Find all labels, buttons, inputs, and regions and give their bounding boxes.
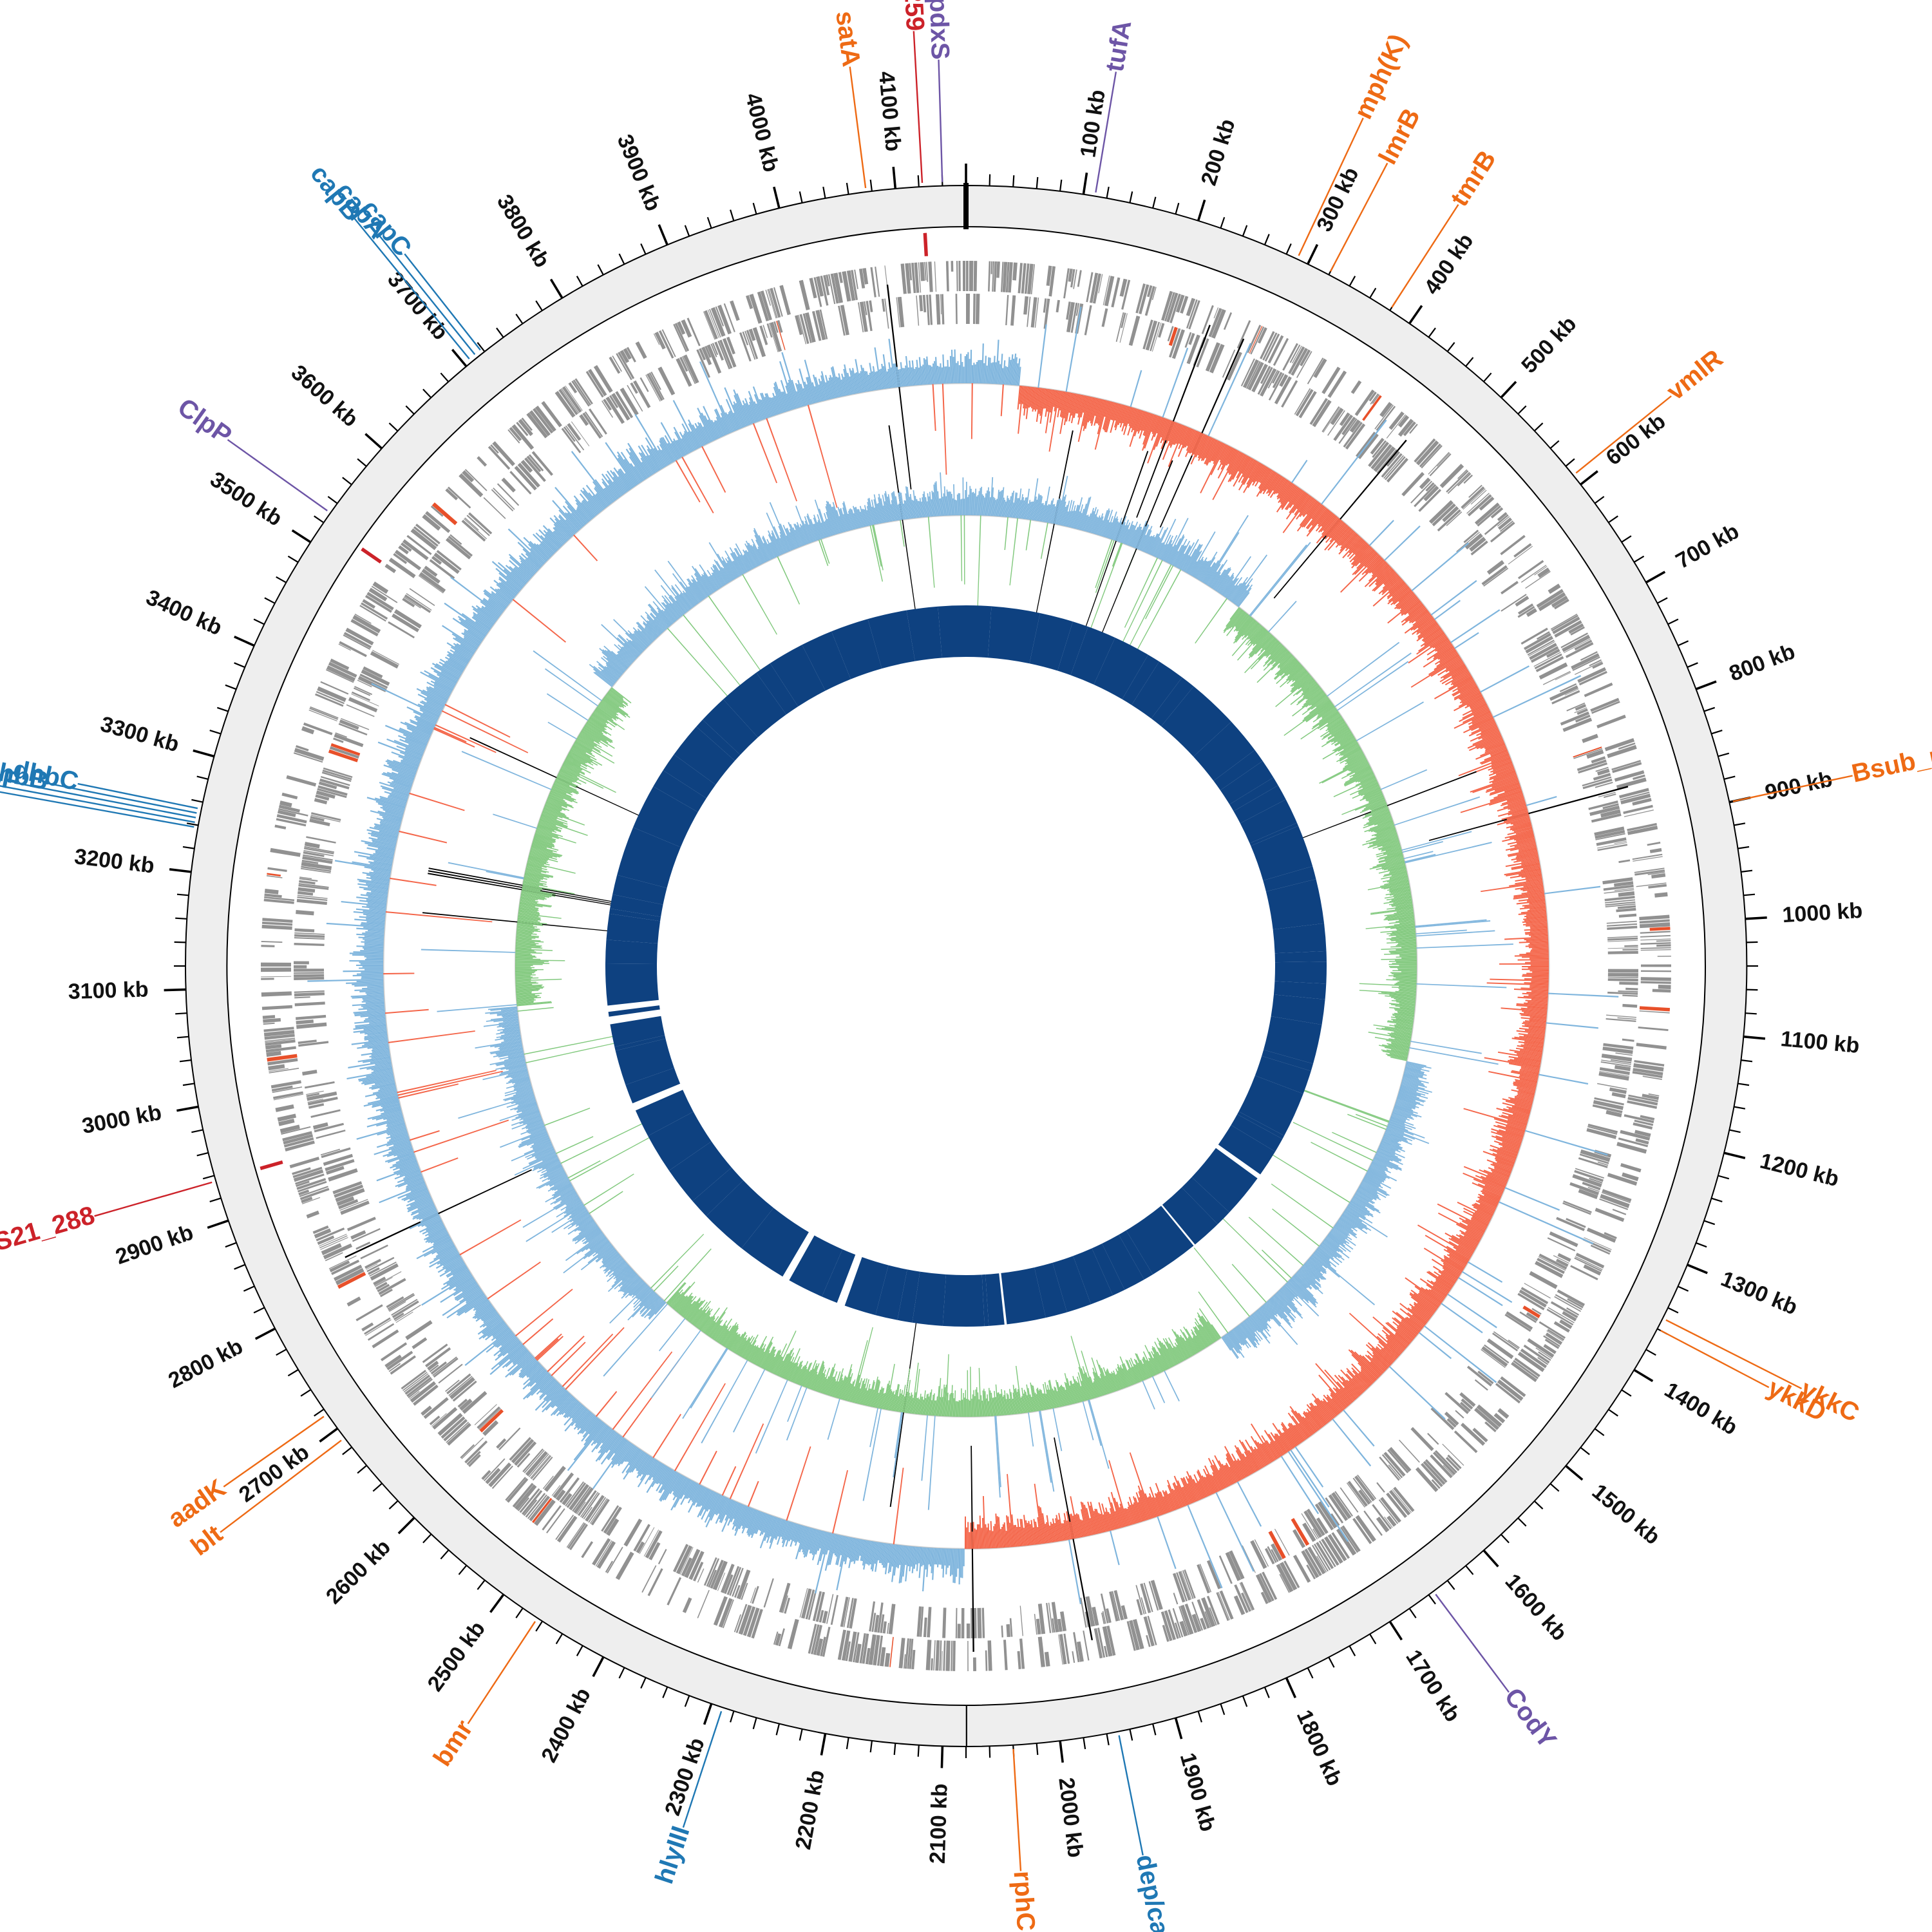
axis-tick-label: 1400 kb bbox=[1660, 1378, 1741, 1440]
axis-tick-label: 3900 kb bbox=[612, 131, 666, 214]
gene-leader-line bbox=[467, 1621, 536, 1725]
axis-tick-label: 3400 kb bbox=[142, 585, 225, 640]
axis-tick-label: 1800 kb bbox=[1292, 1706, 1347, 1789]
axis-tick-label: 3600 kb bbox=[287, 360, 363, 431]
gene-leader-line bbox=[47, 782, 197, 814]
gene-label[interactable]: ClpP bbox=[173, 393, 237, 450]
axis-tick-label: 2800 kb bbox=[164, 1334, 247, 1394]
gene-label[interactable]: vmlR bbox=[1662, 344, 1728, 406]
axis-tick-label: 3500 kb bbox=[206, 467, 287, 531]
gene-leader-line bbox=[404, 253, 481, 351]
axis-tick-label: 400 kb bbox=[1419, 229, 1478, 299]
gene-label[interactable]: blt bbox=[185, 1520, 228, 1562]
cds-feature-track bbox=[260, 232, 1672, 1671]
gene-leader-line bbox=[354, 218, 470, 360]
axis-ticks bbox=[164, 164, 1767, 1768]
gene-label[interactable]: lmrB bbox=[1374, 104, 1426, 169]
axis-tick-label: 1000 kb bbox=[1781, 898, 1863, 927]
axis-tick-label: 1700 kb bbox=[1401, 1645, 1465, 1726]
gene-label[interactable]: rphC bbox=[1008, 1870, 1040, 1932]
gene-leader-line bbox=[77, 782, 198, 810]
gene-label[interactable]: bmr bbox=[428, 1715, 478, 1771]
axis-tick-label: 900 kb bbox=[1763, 767, 1834, 805]
gene-leader-line bbox=[1435, 1593, 1510, 1693]
axis-tick-label: 3700 kb bbox=[383, 267, 453, 345]
axis-tick-label: 3000 kb bbox=[80, 1100, 164, 1139]
gene-leader-line bbox=[17, 782, 196, 819]
gene-label[interactable]: IS21_288 bbox=[0, 1201, 98, 1259]
gene-leader-line bbox=[94, 1181, 213, 1217]
axis-tick-labels: 100 kb 200 kb 300 kb 400 kb 500 kb 600 kb700 … bbox=[68, 70, 1863, 1864]
ruler-band bbox=[185, 184, 1748, 1748]
axis-tick-label: 2300 kb bbox=[660, 1735, 710, 1819]
gene-leader-line bbox=[1665, 1319, 1803, 1390]
gene-leader-line bbox=[220, 1439, 342, 1533]
gene-label[interactable]: tmrB bbox=[1445, 146, 1502, 211]
gene-label[interactable]: satA bbox=[830, 9, 866, 68]
gene-leader-line bbox=[913, 31, 923, 183]
axis-tick-label: 700 kb bbox=[1672, 519, 1743, 574]
axis-tick-label: 2500 kb bbox=[422, 1616, 490, 1696]
axis-tick-label: 600 kb bbox=[1602, 409, 1671, 470]
gene-leader-line bbox=[1391, 204, 1459, 308]
axis-tick-label: 300 kb bbox=[1312, 164, 1364, 236]
axis-tick-label: 2400 kb bbox=[536, 1684, 596, 1766]
axis-tick-label: 200 kb bbox=[1197, 116, 1240, 188]
axis-tick-label: 100 kb bbox=[1075, 88, 1110, 159]
gene-leader-line bbox=[1095, 71, 1117, 193]
gc-skew-track bbox=[307, 284, 1629, 1652]
gene-label[interactable]: aadK bbox=[163, 1474, 231, 1533]
gc-content-track bbox=[421, 425, 1513, 1510]
gene-label[interactable]: hlyIII bbox=[650, 1823, 695, 1887]
axis-tick-label: 2700 kb bbox=[234, 1440, 314, 1508]
gene-leader-line bbox=[849, 66, 867, 189]
gene-label[interactable]: CodY bbox=[1499, 1683, 1562, 1754]
axis-tick-label: 3200 kb bbox=[73, 844, 155, 878]
gene-label[interactable]: tufA bbox=[1101, 18, 1137, 73]
gene-leader-line bbox=[227, 439, 328, 511]
axis-tick-label: 2200 kb bbox=[791, 1768, 829, 1852]
gene-label[interactable]: Bsub_mprF bbox=[1849, 730, 1932, 788]
gene-leader-line bbox=[223, 1416, 325, 1488]
axis-tick-label: 4100 kb bbox=[874, 70, 905, 153]
axis-tick-label: 3100 kb bbox=[68, 977, 149, 1004]
axis-tick-label: 1900 kb bbox=[1175, 1750, 1220, 1834]
gene-leader-line bbox=[1329, 162, 1388, 272]
axis-tick-label: 3800 kb bbox=[492, 191, 554, 272]
axis-tick-label: 2600 kb bbox=[321, 1535, 395, 1609]
gene-leader-line bbox=[938, 59, 943, 182]
axis-tick-label: 500 kb bbox=[1517, 312, 1581, 378]
gene-leader-line bbox=[1732, 775, 1853, 802]
gene-leader-line bbox=[0, 791, 194, 828]
gene-leader-line bbox=[1118, 1735, 1144, 1856]
axis-tick-label: 1500 kb bbox=[1587, 1479, 1665, 1549]
gene-leader-line bbox=[1298, 117, 1364, 256]
gene-label[interactable]: IS21_259 bbox=[895, 0, 929, 32]
axis-tick-label: 1300 kb bbox=[1718, 1267, 1801, 1320]
axis-tick-label: 2100 kb bbox=[925, 1783, 952, 1864]
axis-tick-label: 2900 kb bbox=[113, 1220, 196, 1269]
gene-leader-line bbox=[0, 785, 195, 823]
gene-leader-line bbox=[1575, 395, 1672, 474]
gene-leader-line bbox=[682, 1710, 723, 1828]
axis-tick-label: 1200 kb bbox=[1757, 1148, 1841, 1191]
axis-tick-label: 2000 kb bbox=[1054, 1776, 1088, 1859]
axis-tick-label: 4000 kb bbox=[741, 91, 784, 175]
axis-tick-label: 800 kb bbox=[1726, 639, 1798, 687]
gene-leader-line bbox=[379, 235, 476, 355]
backbone-ring bbox=[605, 605, 1327, 1327]
axis-tick-label: 3300 kb bbox=[98, 712, 182, 757]
gene-label[interactable]: dep/capD bbox=[1131, 1852, 1181, 1932]
axis-tick-label: 1600 kb bbox=[1500, 1569, 1571, 1646]
gene-leader-line bbox=[1660, 1329, 1770, 1388]
gene-label[interactable]: pdxS bbox=[924, 0, 954, 60]
axis-tick-label: 1100 kb bbox=[1779, 1027, 1861, 1058]
gene-leader-line bbox=[1012, 1748, 1022, 1871]
